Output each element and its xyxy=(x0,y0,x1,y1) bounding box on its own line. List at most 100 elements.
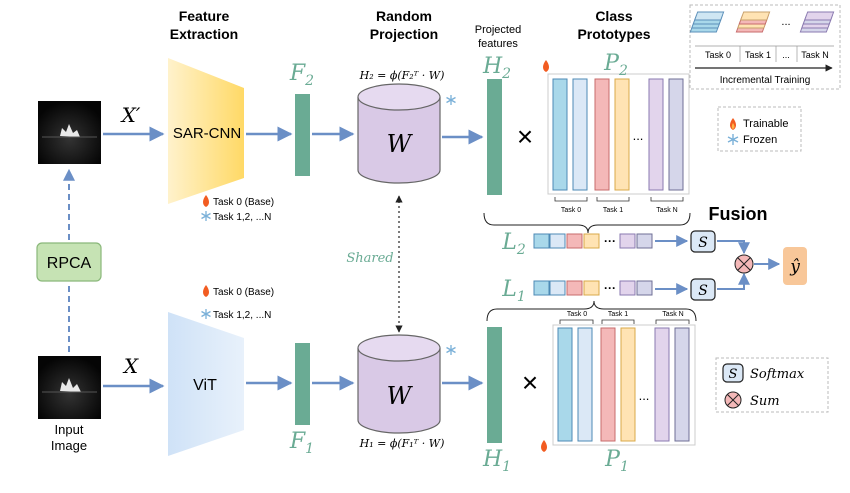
brace-bottom xyxy=(486,300,697,322)
feature-label-f2: F2 xyxy=(289,61,314,89)
header-random-projection-line1: Random xyxy=(376,8,432,24)
prototype-ellipsis-top: ... xyxy=(633,128,644,143)
incremental-task-ellipsis: ... xyxy=(782,50,790,60)
prototype-col xyxy=(620,327,636,442)
softmax-sum-legend: S Softmax Sum xyxy=(715,357,829,413)
target-silhouette-top xyxy=(60,124,80,137)
hidden-label-h2: H2 xyxy=(482,54,511,82)
prototype-col xyxy=(552,78,568,191)
bottom-task-status-trainable: Task 0 (Base) xyxy=(213,287,274,298)
task1-stack-icon xyxy=(735,11,771,33)
header-class-prototypes-line1: Class xyxy=(595,8,633,24)
prototype-task-brackets-top xyxy=(554,197,684,202)
flame-icon xyxy=(203,285,209,297)
prototype-col xyxy=(614,78,630,191)
prototype-col xyxy=(674,327,690,442)
incremental-ellipsis: ... xyxy=(781,16,790,28)
prototype-col xyxy=(654,327,670,442)
snowflake-icon xyxy=(201,309,211,319)
header-random-projection: Random Projection xyxy=(370,8,438,42)
hidden-bar-h2 xyxy=(487,79,502,195)
legend-sum-icon xyxy=(724,391,742,409)
prototype-col xyxy=(600,327,616,442)
sar-cnn-backbone: SAR-CNN xyxy=(168,58,244,204)
sar-cnn-label: SAR-CNN xyxy=(173,125,241,142)
vit-label: ViT xyxy=(193,377,217,394)
header-feature-extraction-line1: Feature xyxy=(179,8,230,24)
prototype-col xyxy=(648,78,664,191)
projection-w-bottom: W xyxy=(387,382,414,410)
logit-ellipsis-top: ··· xyxy=(604,234,616,248)
vit-backbone: ViT xyxy=(168,312,244,456)
legend-sum: Sum xyxy=(750,394,780,409)
taskN-stack-icon xyxy=(799,11,835,33)
proto-top-task-0: Task 0 xyxy=(561,207,581,214)
legend-softmax: Softmax xyxy=(750,367,805,382)
header-feature-extraction-line2: Extraction xyxy=(170,26,238,42)
legend-trainable: Trainable xyxy=(743,118,788,130)
header-feature-extraction: Feature Extraction xyxy=(170,8,238,42)
incremental-task-1: Task 1 xyxy=(745,50,771,60)
projection-formula-top: H₂ = ϕ(F₂ᵀ · W) xyxy=(359,69,445,82)
logit-vector-l2 xyxy=(533,233,653,249)
multiply-operator-top: × xyxy=(517,121,533,152)
prototype-col xyxy=(572,78,588,191)
prototypes-bottom: ... xyxy=(552,324,696,446)
task0-stack-icon xyxy=(689,11,725,33)
prototype-col xyxy=(594,78,610,191)
arrow-softmax-top-to-sum xyxy=(717,240,750,255)
projection-matrix-top: W xyxy=(357,83,441,184)
softmax-symbol-bottom: S xyxy=(698,283,708,299)
legend-frozen: Frozen xyxy=(743,134,777,146)
header-projected-features: Projected features xyxy=(475,24,521,50)
snowflake-icon xyxy=(201,211,211,221)
bottom-task-status: Task 0 (Base) Task 1,2, ...N xyxy=(201,285,274,321)
output-box: ŷ xyxy=(783,247,807,285)
header-class-prototypes: Class Prototypes xyxy=(577,8,650,42)
top-task-status-frozen: Task 1,2, ...N xyxy=(213,212,271,223)
incremental-task-0: Task 0 xyxy=(705,50,731,60)
fusion-title: Fusion xyxy=(709,204,768,224)
sum-operator xyxy=(734,254,754,274)
prototype-ellipsis-bottom: ... xyxy=(639,388,650,403)
feature-bar-f2 xyxy=(295,94,310,176)
input-image-label-line1: Input xyxy=(55,422,84,437)
target-silhouette-bottom xyxy=(60,378,81,392)
prototypes-top: ... xyxy=(547,73,690,195)
output-label: ŷ xyxy=(789,257,800,277)
proto-bottom-task-1: Task 1 xyxy=(608,311,628,318)
prototype-task-brackets-bottom xyxy=(559,319,690,324)
flame-icon xyxy=(203,195,209,207)
legend-softmax-symbol: S xyxy=(729,367,738,382)
snowflake-icon xyxy=(727,134,739,145)
hidden-label-h1: H1 xyxy=(482,447,511,475)
header-projected-features-line2: features xyxy=(478,38,518,50)
prototype-label-p1: P1 xyxy=(604,447,629,475)
input-image-label-line2: Image xyxy=(51,438,87,453)
projection-matrix-bottom: W xyxy=(357,334,441,434)
incremental-task-n: Task N xyxy=(801,50,829,60)
brace-top xyxy=(483,212,691,234)
top-input-label: X′ xyxy=(120,103,141,127)
flame-icon xyxy=(543,60,549,72)
prototype-col xyxy=(668,78,684,191)
sar-image-top xyxy=(38,101,101,164)
logit-vector-l1 xyxy=(533,280,653,296)
top-task-status: Task 0 (Base) Task 1,2, ...N xyxy=(201,195,274,223)
logit-label-l1: L1 xyxy=(501,277,526,305)
sar-image-input xyxy=(38,356,101,419)
multiply-operator-bottom: × xyxy=(522,367,538,398)
proto-top-task-1: Task 1 xyxy=(603,207,623,214)
header-class-prototypes-line2: Prototypes xyxy=(577,26,650,42)
shared-label: Shared xyxy=(346,251,393,266)
proto-top-task-n: Task N xyxy=(656,207,677,214)
rpca-box: RPCA xyxy=(36,242,102,282)
top-task-status-trainable: Task 0 (Base) xyxy=(213,197,274,208)
legend-softmax-box xyxy=(722,363,744,383)
arrow-softmax-bottom-to-sum xyxy=(717,272,750,290)
header-projected-features-line1: Projected xyxy=(475,24,521,36)
prototype-col xyxy=(557,327,573,442)
rpca-label: RPCA xyxy=(47,255,92,272)
incremental-training-panel: ... Task 0 Task 1 ... Task N Incremental… xyxy=(689,4,841,90)
projection-w-top: W xyxy=(387,130,414,158)
